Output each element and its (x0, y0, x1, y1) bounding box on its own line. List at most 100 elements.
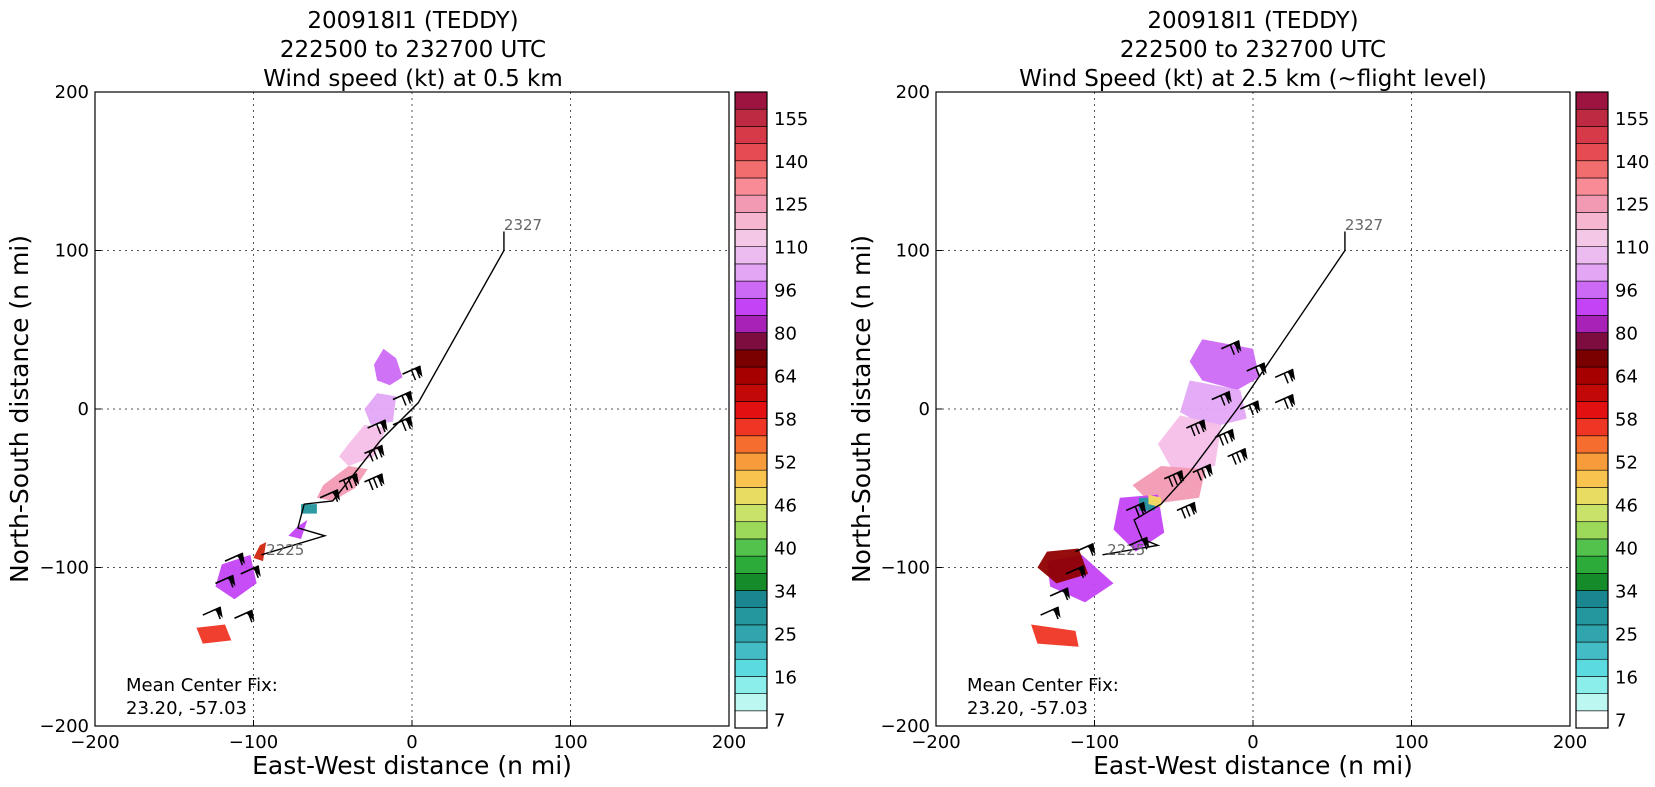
wind-barb-feather (237, 554, 244, 566)
colorbar-tick-label: 34 (774, 581, 797, 602)
wind-barbs-left (202, 365, 423, 623)
panel-right: 200918I1 (TEDDY) 222500 to 232700 UTC Wi… (847, 8, 1587, 780)
wind-barb-feather (405, 393, 412, 404)
colorbar-tick-label: 16 (1615, 667, 1638, 688)
colorbar-left: 7 16 25 34 40 46 52 58 64 80 96 110 125 140 155 (734, 91, 808, 731)
x-tick-label: −200 (911, 732, 960, 753)
track-time-label: 2327 (504, 216, 542, 234)
plot-title-left: 200918I1 (TEDDY) 222500 to 232700 UTC Wi… (263, 8, 563, 92)
wind-barb (1040, 606, 1061, 620)
y-tick-label: 100 (896, 241, 930, 262)
colorbar-swatch (734, 194, 768, 213)
wind-barb-feather (1134, 506, 1140, 517)
colorbar-swatch (1575, 572, 1609, 591)
x-tick-label: −100 (1070, 732, 1119, 753)
wind-barb-feather (215, 608, 221, 620)
wind-barb-staff (240, 565, 260, 575)
wind-field-left (196, 348, 403, 644)
wind-barb-feather (410, 369, 417, 381)
colorbar-tick-label: 25 (1615, 624, 1638, 645)
colorbar-swatch (734, 487, 768, 505)
colorbar-tick-label: 40 (1615, 539, 1638, 560)
wind-speed-patch (1037, 548, 1089, 584)
wind-barb-staff (1065, 565, 1085, 575)
wind-barb (1075, 542, 1096, 556)
colorbar-swatch (734, 504, 768, 523)
colorbar-swatch (1575, 607, 1609, 626)
flight-track-left: 2327 2225 (261, 216, 542, 559)
title-line-1: 200918I1 (TEDDY) (307, 8, 518, 34)
wind-barb-feather (1223, 433, 1229, 444)
y-axis-label-left: North-South distance (n mi) (5, 235, 34, 583)
wind-speed-patch (288, 519, 308, 539)
y-tick-label: 0 (78, 399, 89, 420)
y-axis-label-right: North-South distance (n mi) (847, 235, 876, 583)
wind-speed-patch (1189, 339, 1260, 390)
wind-barb-staff (1040, 606, 1059, 616)
wind-barb-feather (380, 421, 386, 433)
colorbar-swatch (1575, 710, 1609, 729)
title-line-2: 222500 to 232700 UTC (280, 37, 546, 63)
x-tick-label: 200 (712, 732, 746, 753)
colorbar-swatch (1575, 383, 1609, 402)
wind-speed-patch (373, 348, 403, 386)
colorbar-swatch (734, 624, 768, 643)
track-time-label: 2225 (1107, 541, 1145, 559)
wind-speed-patch (301, 504, 317, 514)
wind-barb-feather (1196, 470, 1202, 481)
colorbar-swatch (1575, 555, 1609, 574)
mean-center-fix-label: Mean Center Fix: (967, 675, 1119, 696)
x-tick-label: 100 (1394, 732, 1428, 753)
wind-barb-feather (377, 475, 383, 487)
flight-track-right: 2327 2225 (1102, 216, 1383, 559)
colorbar-tick-label: 96 (1615, 281, 1638, 302)
colorbar-swatch (1575, 332, 1609, 351)
title-line-3: Wind Speed (kt) at 2.5 km (~flight level… (1019, 66, 1487, 92)
axis-ticks-right: −200 −100 0 100 200 −200 −100 0 100 200 (881, 82, 1588, 753)
colorbar-swatch (1575, 504, 1609, 523)
title-line-1: 200918I1 (TEDDY) (1147, 8, 1358, 34)
mean-center-fix-left: Mean Center Fix: 23.20, -57.03 (126, 675, 278, 719)
colorbar-swatch (1575, 469, 1609, 488)
wind-barb (392, 390, 413, 406)
wind-barb-feather (401, 395, 407, 406)
colorbar-swatch (1575, 435, 1609, 454)
colorbar-tick-label: 125 (774, 195, 808, 216)
colorbar-swatch (1575, 624, 1609, 643)
wind-barb-feather (405, 418, 412, 430)
colorbar-tick-label: 52 (774, 453, 797, 474)
panel-left: 200918I1 (TEDDY) 222500 to 232700 UTC Wi… (5, 8, 746, 780)
y-tick-label: −200 (40, 716, 89, 737)
colorbar-swatch (734, 297, 768, 316)
wind-barb-feather (375, 423, 382, 435)
wind-barb-feather (1190, 425, 1196, 437)
wind-barb-staff (224, 552, 244, 562)
wind-barb-feather (1240, 450, 1246, 461)
wind-barb-feather (1053, 608, 1059, 620)
colorbar-swatch (734, 538, 768, 557)
wind-barb-feather (342, 479, 349, 491)
wind-barb-feather (1139, 504, 1145, 515)
wind-barb-feather (1218, 435, 1225, 446)
wind-barb-feather (1224, 393, 1230, 404)
wind-barb (1220, 340, 1242, 356)
wind-barb (240, 565, 261, 579)
colorbar-tick-label: 7 (774, 710, 785, 731)
colorbar-swatch (1575, 641, 1609, 660)
colorbar-tick-label: 140 (1615, 152, 1649, 173)
mean-center-fix-right: Mean Center Fix: 23.20, -57.03 (967, 675, 1119, 719)
wind-barb-feather (253, 567, 260, 579)
y-tick-label: −200 (881, 716, 930, 737)
mean-center-fix-label: Mean Center Fix: (126, 675, 278, 696)
colorbar-swatch (734, 641, 768, 660)
colorbar-swatch (1575, 263, 1609, 282)
wind-barb (224, 552, 245, 566)
colorbar-tick-label: 125 (1615, 195, 1649, 216)
colorbar-swatch (1575, 452, 1609, 471)
wind-barb-feather (1220, 395, 1226, 406)
colorbar-swatch (734, 143, 768, 162)
colorbar-tick-label: 40 (774, 539, 797, 560)
colorbar-swatch (1575, 143, 1609, 162)
y-tick-label: 100 (55, 241, 89, 262)
colorbar-swatch (734, 418, 768, 437)
